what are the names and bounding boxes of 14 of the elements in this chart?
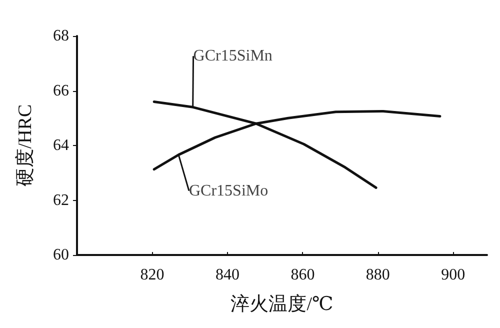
y-axis-title: 硬度/HRC — [14, 104, 36, 187]
y-tick-label: 64 — [53, 137, 69, 154]
x-tick-label: 860 — [290, 266, 315, 284]
x-tick-label: 820 — [140, 266, 164, 284]
y-tick-label: 62 — [53, 192, 69, 209]
x-axis-title: 淬火温度/℃ — [230, 293, 334, 315]
y-tick-label: 68 — [53, 28, 69, 44]
y-tick-label: 60 — [53, 246, 69, 264]
annotation: GCr15SiMn — [193, 48, 272, 65]
x-tick-label: 840 — [215, 266, 240, 284]
annotation: GCr15SiMo — [188, 182, 268, 200]
y-tick-label: 66 — [53, 82, 69, 100]
x-tick-label: 900 — [441, 266, 466, 284]
x-tick-label: 880 — [366, 266, 390, 284]
